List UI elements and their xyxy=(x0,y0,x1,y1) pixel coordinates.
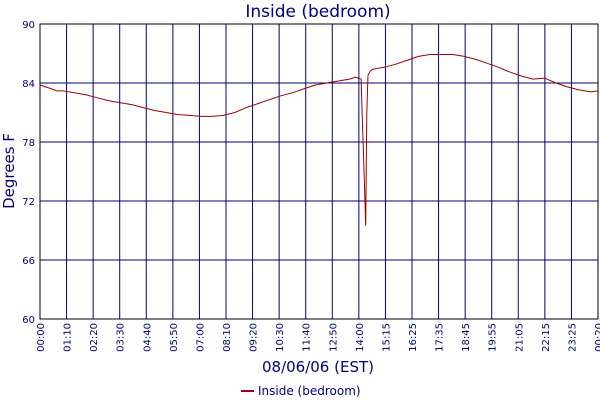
x-tick-label: 21:05 xyxy=(514,323,525,352)
y-axis-label: Degrees F xyxy=(0,133,18,209)
chart-title: Inside (bedroom) xyxy=(245,2,390,22)
y-tick-label: 78 xyxy=(22,138,35,149)
x-tick-label: 23:25 xyxy=(567,323,578,352)
x-tick-label: 00:00 xyxy=(36,323,47,352)
y-tick-label: 66 xyxy=(22,256,35,267)
x-tick-label: 03:30 xyxy=(116,323,127,352)
x-tick-label: 22:15 xyxy=(541,323,552,352)
x-axis-label: 08/06/06 (EST) xyxy=(262,358,374,376)
x-tick-label: 05:50 xyxy=(169,323,180,352)
x-tick-label: 14:00 xyxy=(355,323,366,352)
x-tick-label: 12:50 xyxy=(328,323,339,352)
plot-frame xyxy=(39,23,599,320)
x-tick-label: 18:45 xyxy=(461,323,472,352)
x-tick-label: 11:40 xyxy=(302,323,313,352)
x-tick-label: 09:20 xyxy=(249,323,260,352)
x-tick-label: 01:10 xyxy=(63,323,74,352)
y-tick-labels: 60 66 72 78 84 90 xyxy=(22,20,35,326)
x-tick-label: 16:25 xyxy=(408,323,419,352)
x-tick-label: 00:20 xyxy=(594,323,600,352)
grid xyxy=(39,23,599,320)
x-tick-label: 08:10 xyxy=(222,323,233,352)
x-tick-label: 07:00 xyxy=(195,323,206,352)
y-tick-label: 60 xyxy=(22,315,35,326)
x-tick-label: 10:30 xyxy=(275,323,286,352)
x-tick-label: 02:20 xyxy=(89,323,100,352)
y-tick-label: 72 xyxy=(22,197,35,208)
x-tick-label: 19:55 xyxy=(488,323,499,352)
x-tick-labels: 00:00 01:10 02:20 03:30 04:40 05:50 07:00 08:10… xyxy=(36,323,600,352)
x-tick-label: 04:40 xyxy=(142,323,153,352)
x-tick-label: 17:35 xyxy=(435,323,446,352)
y-tick-label: 84 xyxy=(22,79,35,90)
series-line-inside-bedroom xyxy=(39,54,599,226)
y-tick-label: 90 xyxy=(22,20,35,31)
x-tick-label: 15:15 xyxy=(381,323,392,352)
legend-label: Inside (bedroom) xyxy=(258,384,361,398)
legend: Inside (bedroom) xyxy=(241,384,361,398)
